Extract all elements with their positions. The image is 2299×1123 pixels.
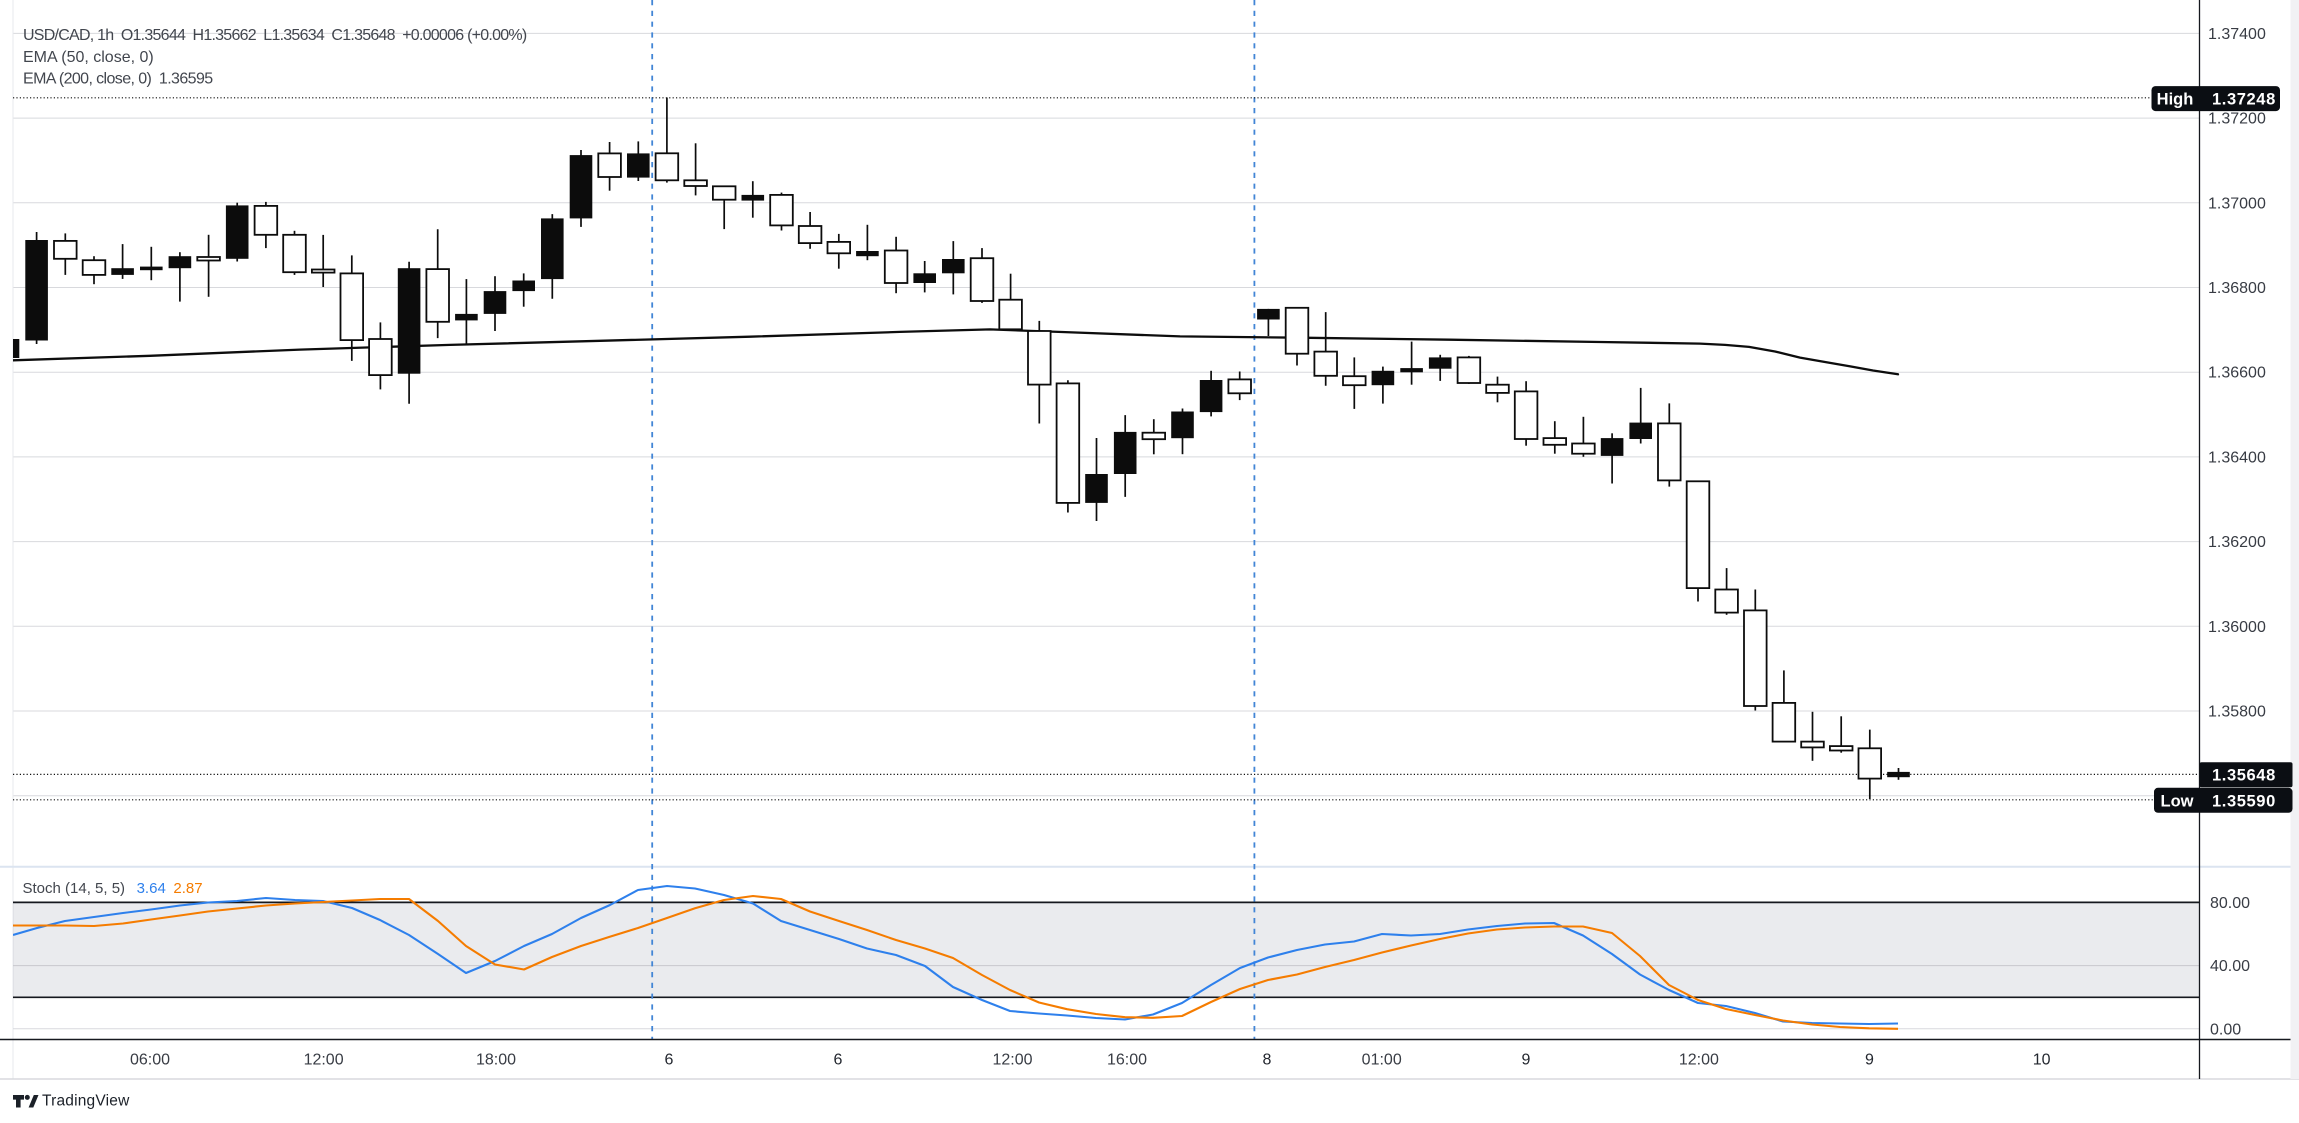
svg-text:01:00: 01:00 bbox=[1362, 1052, 1402, 1069]
svg-text:80.00: 80.00 bbox=[2210, 895, 2250, 912]
svg-text:0.00: 0.00 bbox=[2210, 1021, 2241, 1038]
svg-text:USD/CAD, 1h O1.35644 H1.3566: USD/CAD, 1h O1.35644 H1.35662 L1.35634 C… bbox=[23, 27, 527, 44]
svg-text:16:00: 16:00 bbox=[1107, 1052, 1147, 1069]
svg-text:9: 9 bbox=[1865, 1052, 1874, 1069]
svg-text:40.00: 40.00 bbox=[2210, 958, 2250, 975]
svg-text:1.36400: 1.36400 bbox=[2208, 449, 2266, 466]
svg-text:12:00: 12:00 bbox=[304, 1052, 344, 1069]
svg-text:6: 6 bbox=[834, 1052, 843, 1069]
svg-text:2.87: 2.87 bbox=[173, 880, 202, 897]
svg-text:8: 8 bbox=[1263, 1052, 1272, 1069]
svg-text:1.35590: 1.35590 bbox=[2212, 792, 2276, 810]
svg-text:High: High bbox=[2157, 91, 2194, 109]
svg-text:EMA (200, close, 0) 1.36595: EMA (200, close, 0) 1.36595 bbox=[23, 71, 213, 88]
svg-text:1.36600: 1.36600 bbox=[2208, 365, 2266, 382]
svg-text:TradingView: TradingView bbox=[42, 1093, 130, 1110]
svg-text:1.36200: 1.36200 bbox=[2208, 534, 2266, 551]
svg-text:6: 6 bbox=[665, 1052, 674, 1069]
svg-text:Low: Low bbox=[2161, 792, 2194, 810]
svg-text:06:00: 06:00 bbox=[130, 1052, 170, 1069]
svg-text:12:00: 12:00 bbox=[1679, 1052, 1719, 1069]
svg-text:1.37400: 1.37400 bbox=[2208, 26, 2266, 43]
svg-text:1.37000: 1.37000 bbox=[2208, 195, 2266, 212]
svg-text:1.36800: 1.36800 bbox=[2208, 280, 2266, 297]
svg-text:12:00: 12:00 bbox=[992, 1052, 1032, 1069]
svg-text:1.36000: 1.36000 bbox=[2208, 619, 2266, 636]
svg-text:EMA (50, close, 0): EMA (50, close, 0) bbox=[23, 49, 154, 66]
svg-text:1.35800: 1.35800 bbox=[2208, 704, 2266, 721]
svg-text:1.37200: 1.37200 bbox=[2208, 111, 2266, 128]
svg-text:9: 9 bbox=[1522, 1052, 1531, 1069]
svg-text:1.37248: 1.37248 bbox=[2212, 91, 2276, 109]
svg-text:3.64: 3.64 bbox=[137, 880, 166, 897]
svg-text:10: 10 bbox=[2033, 1052, 2051, 1069]
svg-text:1.35648: 1.35648 bbox=[2212, 767, 2276, 785]
svg-text:18:00: 18:00 bbox=[476, 1052, 516, 1069]
svg-text:Stoch (14, 5, 5): Stoch (14, 5, 5) bbox=[23, 880, 126, 897]
